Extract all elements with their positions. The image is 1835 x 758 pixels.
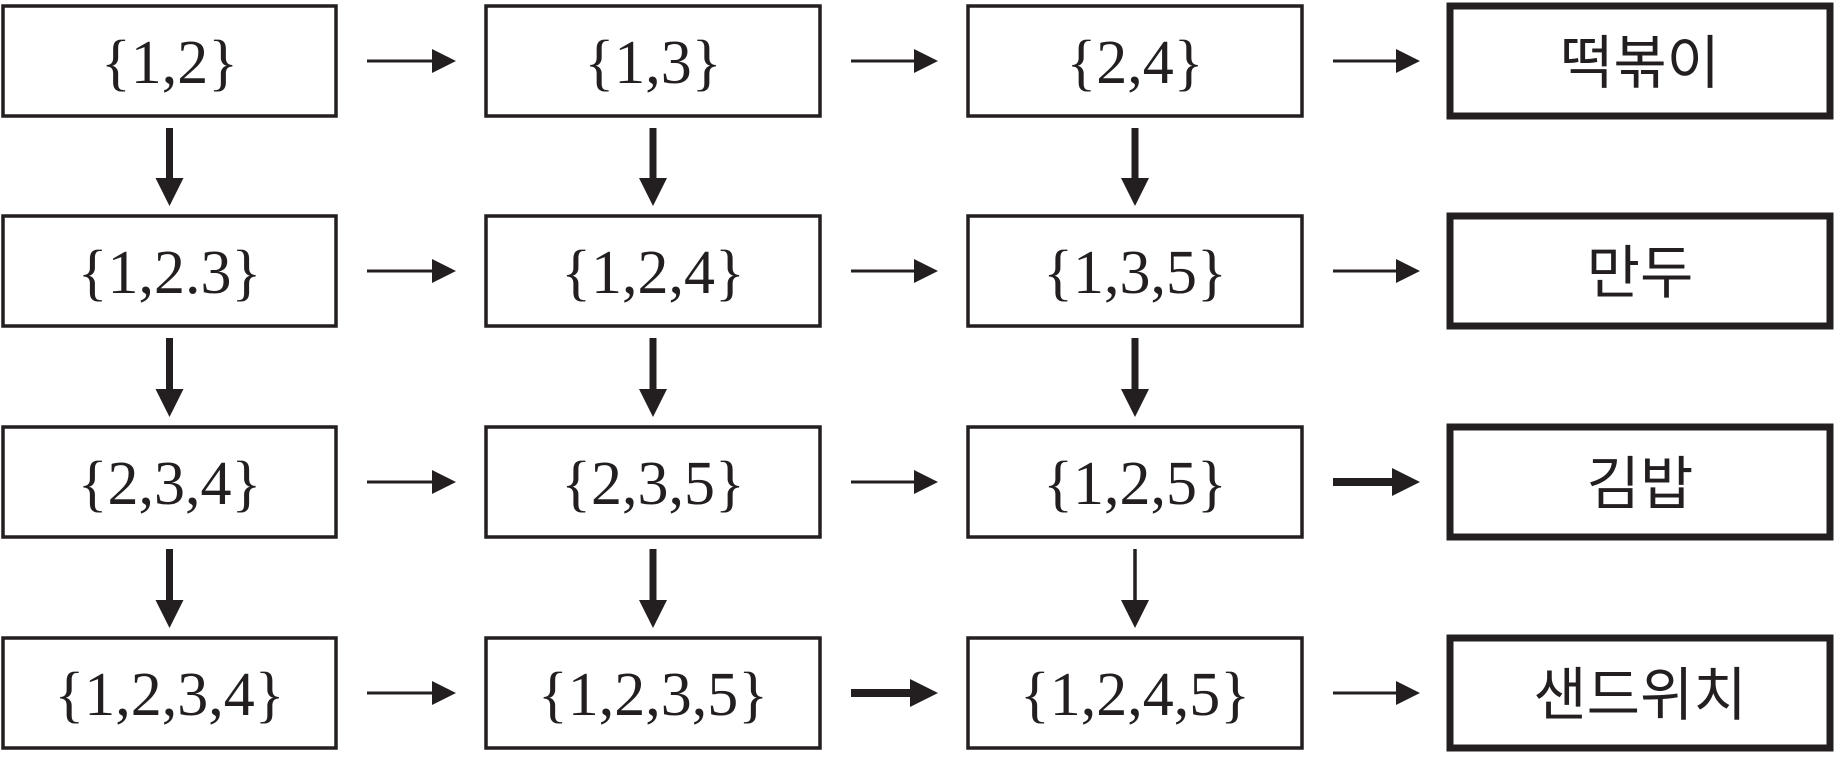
arrow-head: [639, 178, 667, 206]
result-box: [1446, 2, 1834, 120]
arrow-head: [639, 600, 667, 628]
arrow-head: [1392, 468, 1420, 496]
set-box: [484, 214, 822, 328]
arrow-head: [155, 178, 184, 206]
arrow-head: [1396, 681, 1420, 705]
set-label: {1,2,3,4}: [54, 661, 284, 729]
set-label: {1,2}: [101, 29, 238, 97]
set-label: {1,2,4,5}: [1020, 661, 1250, 729]
set-box: [484, 4, 822, 118]
set-label: {2,3,4}: [78, 450, 262, 518]
arrow-head: [155, 600, 184, 628]
set-label: {1,3}: [584, 29, 721, 97]
set-label: {1,2,5}: [1043, 450, 1227, 518]
arrow-head: [914, 259, 938, 283]
result-box: [1446, 634, 1834, 752]
set-box: [484, 636, 822, 750]
result-label: 김밥: [1587, 450, 1694, 518]
set-label: {2,4}: [1066, 29, 1203, 97]
arrow-head: [910, 679, 938, 707]
arrow-head: [1121, 600, 1149, 628]
set-box: [1, 4, 338, 118]
set-box: [966, 4, 1304, 118]
arrow-head: [1121, 178, 1149, 206]
set-label: {1,2.3}: [78, 239, 262, 307]
arrow-head: [432, 259, 456, 283]
result-label: 만두: [1587, 239, 1694, 307]
arrow-head: [914, 49, 938, 73]
arrow-head: [1121, 389, 1149, 417]
arrow-head: [639, 389, 667, 417]
set-label: {2,3,5}: [561, 450, 745, 518]
result-box: [1446, 212, 1834, 330]
arrow-head: [914, 470, 938, 494]
arrow-head: [432, 49, 456, 73]
arrow-head: [1396, 259, 1420, 283]
arrow-head: [1396, 49, 1420, 73]
set-box: [966, 425, 1304, 539]
result-box: [1446, 423, 1834, 541]
arrow-head: [155, 389, 184, 417]
set-label: {1,2,4}: [561, 239, 745, 307]
set-box: [1, 636, 338, 750]
set-box: [1, 425, 338, 539]
set-label: {1,2,3,5}: [538, 661, 768, 729]
result-label: 샌드위치: [1533, 661, 1746, 729]
arrow-head: [432, 681, 456, 705]
set-label: {1,3,5}: [1043, 239, 1227, 307]
set-box: [966, 214, 1304, 328]
set-box: [484, 425, 822, 539]
result-label: 떡볶이: [1560, 29, 1720, 97]
arrow-head: [432, 470, 456, 494]
set-box: [1, 214, 338, 328]
set-box: [966, 636, 1304, 750]
